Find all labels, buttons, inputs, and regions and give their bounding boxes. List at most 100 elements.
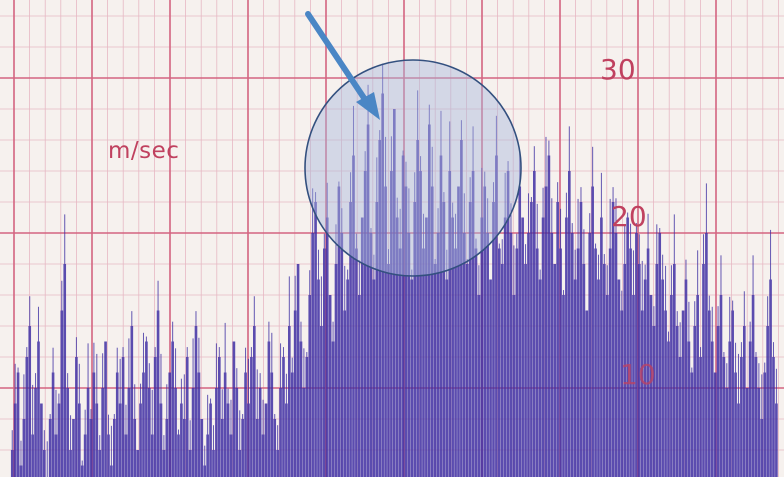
- bar: [325, 217, 329, 477]
- bar: [150, 434, 154, 477]
- bar: [363, 171, 367, 477]
- bar: [60, 310, 64, 477]
- bar: [57, 403, 61, 477]
- bar: [253, 326, 256, 477]
- bar: [334, 264, 338, 477]
- bar: [273, 419, 277, 477]
- bar: [495, 155, 498, 477]
- bar: [722, 357, 726, 477]
- bar: [684, 279, 688, 477]
- bar: [177, 434, 180, 477]
- bar: [498, 248, 501, 477]
- bar: [264, 403, 268, 477]
- bar: [690, 372, 694, 477]
- bar: [413, 202, 417, 477]
- bar: [352, 155, 355, 477]
- bar: [541, 217, 545, 477]
- bar: [719, 295, 723, 477]
- bar: [559, 248, 562, 477]
- bar: [261, 434, 265, 477]
- highlight-circle: [304, 59, 522, 277]
- bar: [110, 465, 113, 477]
- bar: [305, 357, 309, 477]
- bar: [477, 295, 481, 477]
- bar: [279, 388, 282, 477]
- bar: [702, 264, 705, 477]
- bar: [328, 295, 332, 477]
- bar: [725, 388, 729, 477]
- bar: [439, 155, 443, 477]
- bar: [276, 450, 279, 477]
- bar: [299, 341, 303, 477]
- bar: [442, 202, 446, 477]
- bar: [716, 326, 720, 477]
- bar: [775, 403, 778, 477]
- bar: [384, 186, 387, 477]
- bar: [638, 264, 641, 477]
- bar: [95, 403, 99, 477]
- bar: [66, 388, 69, 477]
- bar: [209, 403, 212, 477]
- bar: [145, 341, 148, 477]
- bar: [43, 450, 46, 477]
- bar: [483, 186, 487, 477]
- bar: [608, 248, 612, 477]
- bar: [215, 388, 218, 477]
- bar: [635, 233, 638, 477]
- bar: [471, 171, 475, 477]
- bar: [731, 310, 734, 477]
- bar-series: [10, 63, 778, 477]
- bar: [530, 202, 533, 477]
- bar: [538, 279, 542, 477]
- bar: [661, 279, 664, 477]
- bar: [10, 450, 14, 477]
- bar: [31, 434, 34, 477]
- bar: [360, 217, 364, 477]
- bar: [311, 233, 314, 477]
- bar: [197, 372, 201, 477]
- bar: [463, 233, 466, 477]
- bar: [740, 357, 743, 477]
- bar: [349, 202, 352, 477]
- bar: [235, 388, 239, 477]
- bar: [500, 264, 504, 477]
- bar: [611, 202, 615, 477]
- bar: [664, 310, 667, 477]
- bar: [387, 264, 390, 477]
- bar: [410, 279, 414, 477]
- bar: [708, 310, 711, 477]
- bar: [670, 295, 673, 477]
- bar: [148, 388, 151, 477]
- bar: [620, 310, 624, 477]
- bar: [212, 450, 215, 477]
- bar: [104, 341, 107, 477]
- bar: [745, 388, 749, 477]
- bar: [288, 326, 291, 477]
- bar: [395, 217, 399, 477]
- bar: [139, 403, 142, 477]
- bar: [136, 450, 139, 477]
- bar: [533, 171, 536, 477]
- bar: [760, 419, 764, 477]
- bar: [492, 202, 495, 477]
- bar: [605, 295, 609, 477]
- bar: [89, 419, 93, 477]
- bar: [544, 186, 548, 477]
- arrow-shaft: [305, 11, 371, 107]
- bar: [75, 357, 78, 477]
- bar: [419, 171, 422, 477]
- bar: [687, 341, 691, 477]
- bar: [258, 388, 262, 477]
- bar: [250, 357, 253, 477]
- bar: [72, 419, 75, 477]
- bar: [565, 217, 568, 477]
- bar: [133, 419, 137, 477]
- bar: [220, 419, 224, 477]
- bar: [737, 403, 740, 477]
- bar: [451, 217, 454, 477]
- bar: [153, 357, 157, 477]
- bar: [445, 279, 449, 477]
- bar: [550, 233, 554, 477]
- bar: [165, 419, 169, 477]
